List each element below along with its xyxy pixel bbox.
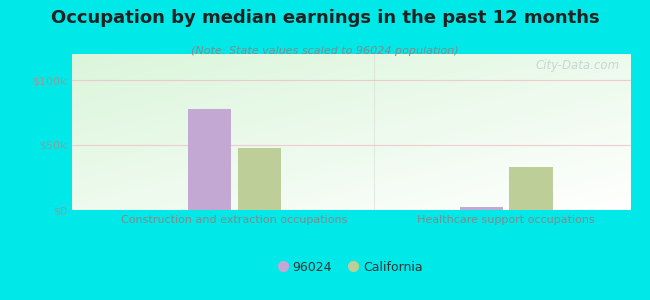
Text: (Note: State values scaled to 96024 population): (Note: State values scaled to 96024 popu… bbox=[191, 46, 459, 56]
Bar bbox=[460, 207, 503, 210]
Legend: 96024, California: 96024, California bbox=[274, 256, 428, 279]
Text: Occupation by median earnings in the past 12 months: Occupation by median earnings in the pas… bbox=[51, 9, 599, 27]
Text: City-Data.com: City-Data.com bbox=[535, 59, 619, 72]
Bar bbox=[238, 148, 281, 210]
Bar bbox=[510, 167, 553, 210]
Bar bbox=[188, 109, 231, 210]
